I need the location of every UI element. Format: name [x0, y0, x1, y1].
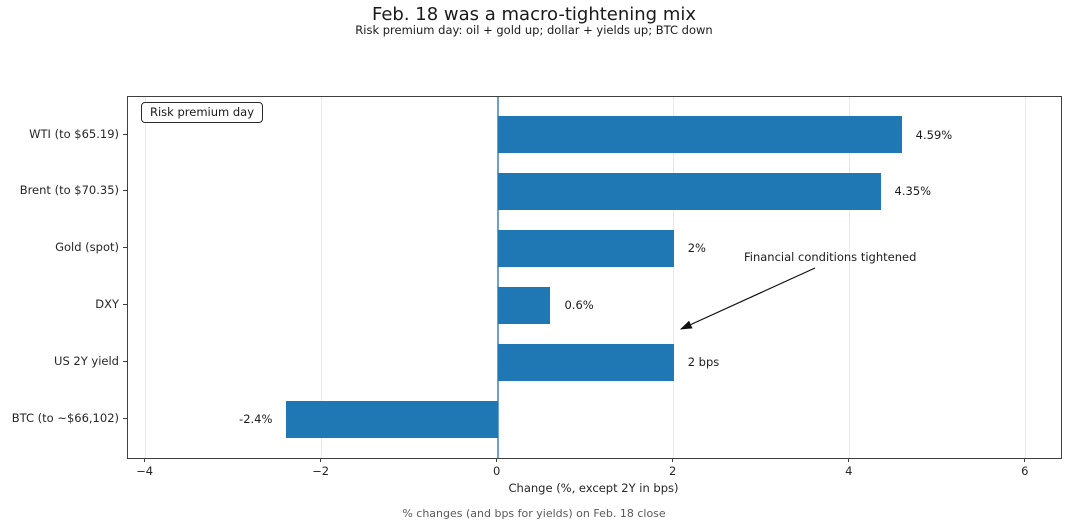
bar [497, 286, 551, 324]
y-tick-mark [123, 418, 127, 419]
x-tick-label: −2 [312, 464, 330, 478]
plot-area: 4.59% 4.35% 2% 0.6% 2 bps -2.4% Risk premium … [127, 96, 1062, 459]
x-tick-mark [672, 458, 674, 462]
gridline [321, 97, 323, 458]
bar-value-label: -2.4% [239, 412, 273, 426]
y-tick-mark [123, 133, 127, 135]
y-tick-mark [123, 247, 127, 249]
grid-layer [128, 97, 1061, 458]
chart-title: Feb. 18 was a macro-tightening mix [371, 4, 697, 25]
bar-value-label: 4.35% [894, 184, 932, 199]
bar-value-label: 2 bps [687, 355, 720, 370]
x-tick-mark [496, 458, 498, 462]
y-axis-label: BTC (to ~$66,102) [11, 411, 119, 425]
chart-subtitle: Risk premium day: oil + gold up; dollar … [355, 23, 713, 37]
x-tick-mark [848, 458, 850, 462]
gridline [1025, 97, 1027, 458]
bar [286, 400, 498, 438]
x-tick-label: 4 [845, 464, 853, 478]
bar [497, 116, 902, 153]
y-axis-label: WTI (to $65.19) [29, 126, 119, 141]
bar-value-label: 0.6% [564, 298, 594, 313]
y-axis-label: Brent (to $70.35) [19, 183, 119, 198]
x-tick-label: 0 [493, 464, 501, 478]
y-axis-labels: WTI (to $65.19) Brent (to $70.35) Gold (sp… [0, 96, 119, 457]
x-tick-label: 2 [669, 464, 677, 478]
y-axis-label: Gold (spot) [55, 240, 119, 255]
y-tick-mark [123, 190, 127, 192]
x-tick-mark [1024, 458, 1026, 462]
x-tick-mark [320, 458, 322, 462]
annotation-text: Financial conditions tightened [744, 250, 917, 264]
bar-value-label: 2% [687, 241, 706, 256]
bar [497, 172, 881, 210]
bar-value-label: 4.59% [915, 127, 953, 142]
zero-line [496, 97, 499, 458]
y-axis-label: US 2Y yield [54, 354, 119, 369]
footnote-caption: % changes (and bps for yields) on Feb. 1… [402, 507, 666, 520]
x-tick-label: −4 [136, 464, 154, 478]
y-tick-mark [123, 361, 127, 363]
gridline [673, 97, 675, 458]
bar [497, 229, 674, 267]
legend-box: Risk premium day [141, 102, 264, 123]
bars-layer: 4.59% 4.35% 2% 0.6% 2 bps -2.4% [128, 97, 1061, 458]
x-tick-label: 6 [1021, 464, 1029, 478]
gridline [145, 97, 147, 458]
annotation-arrow-icon [679, 267, 816, 330]
bar [497, 343, 674, 381]
y-tick-mark [123, 304, 127, 306]
gridline [849, 97, 851, 458]
y-axis-label: DXY [95, 297, 119, 312]
x-axis-title: Change (%, except 2Y in bps) [508, 481, 679, 495]
x-tick-mark [144, 458, 146, 462]
